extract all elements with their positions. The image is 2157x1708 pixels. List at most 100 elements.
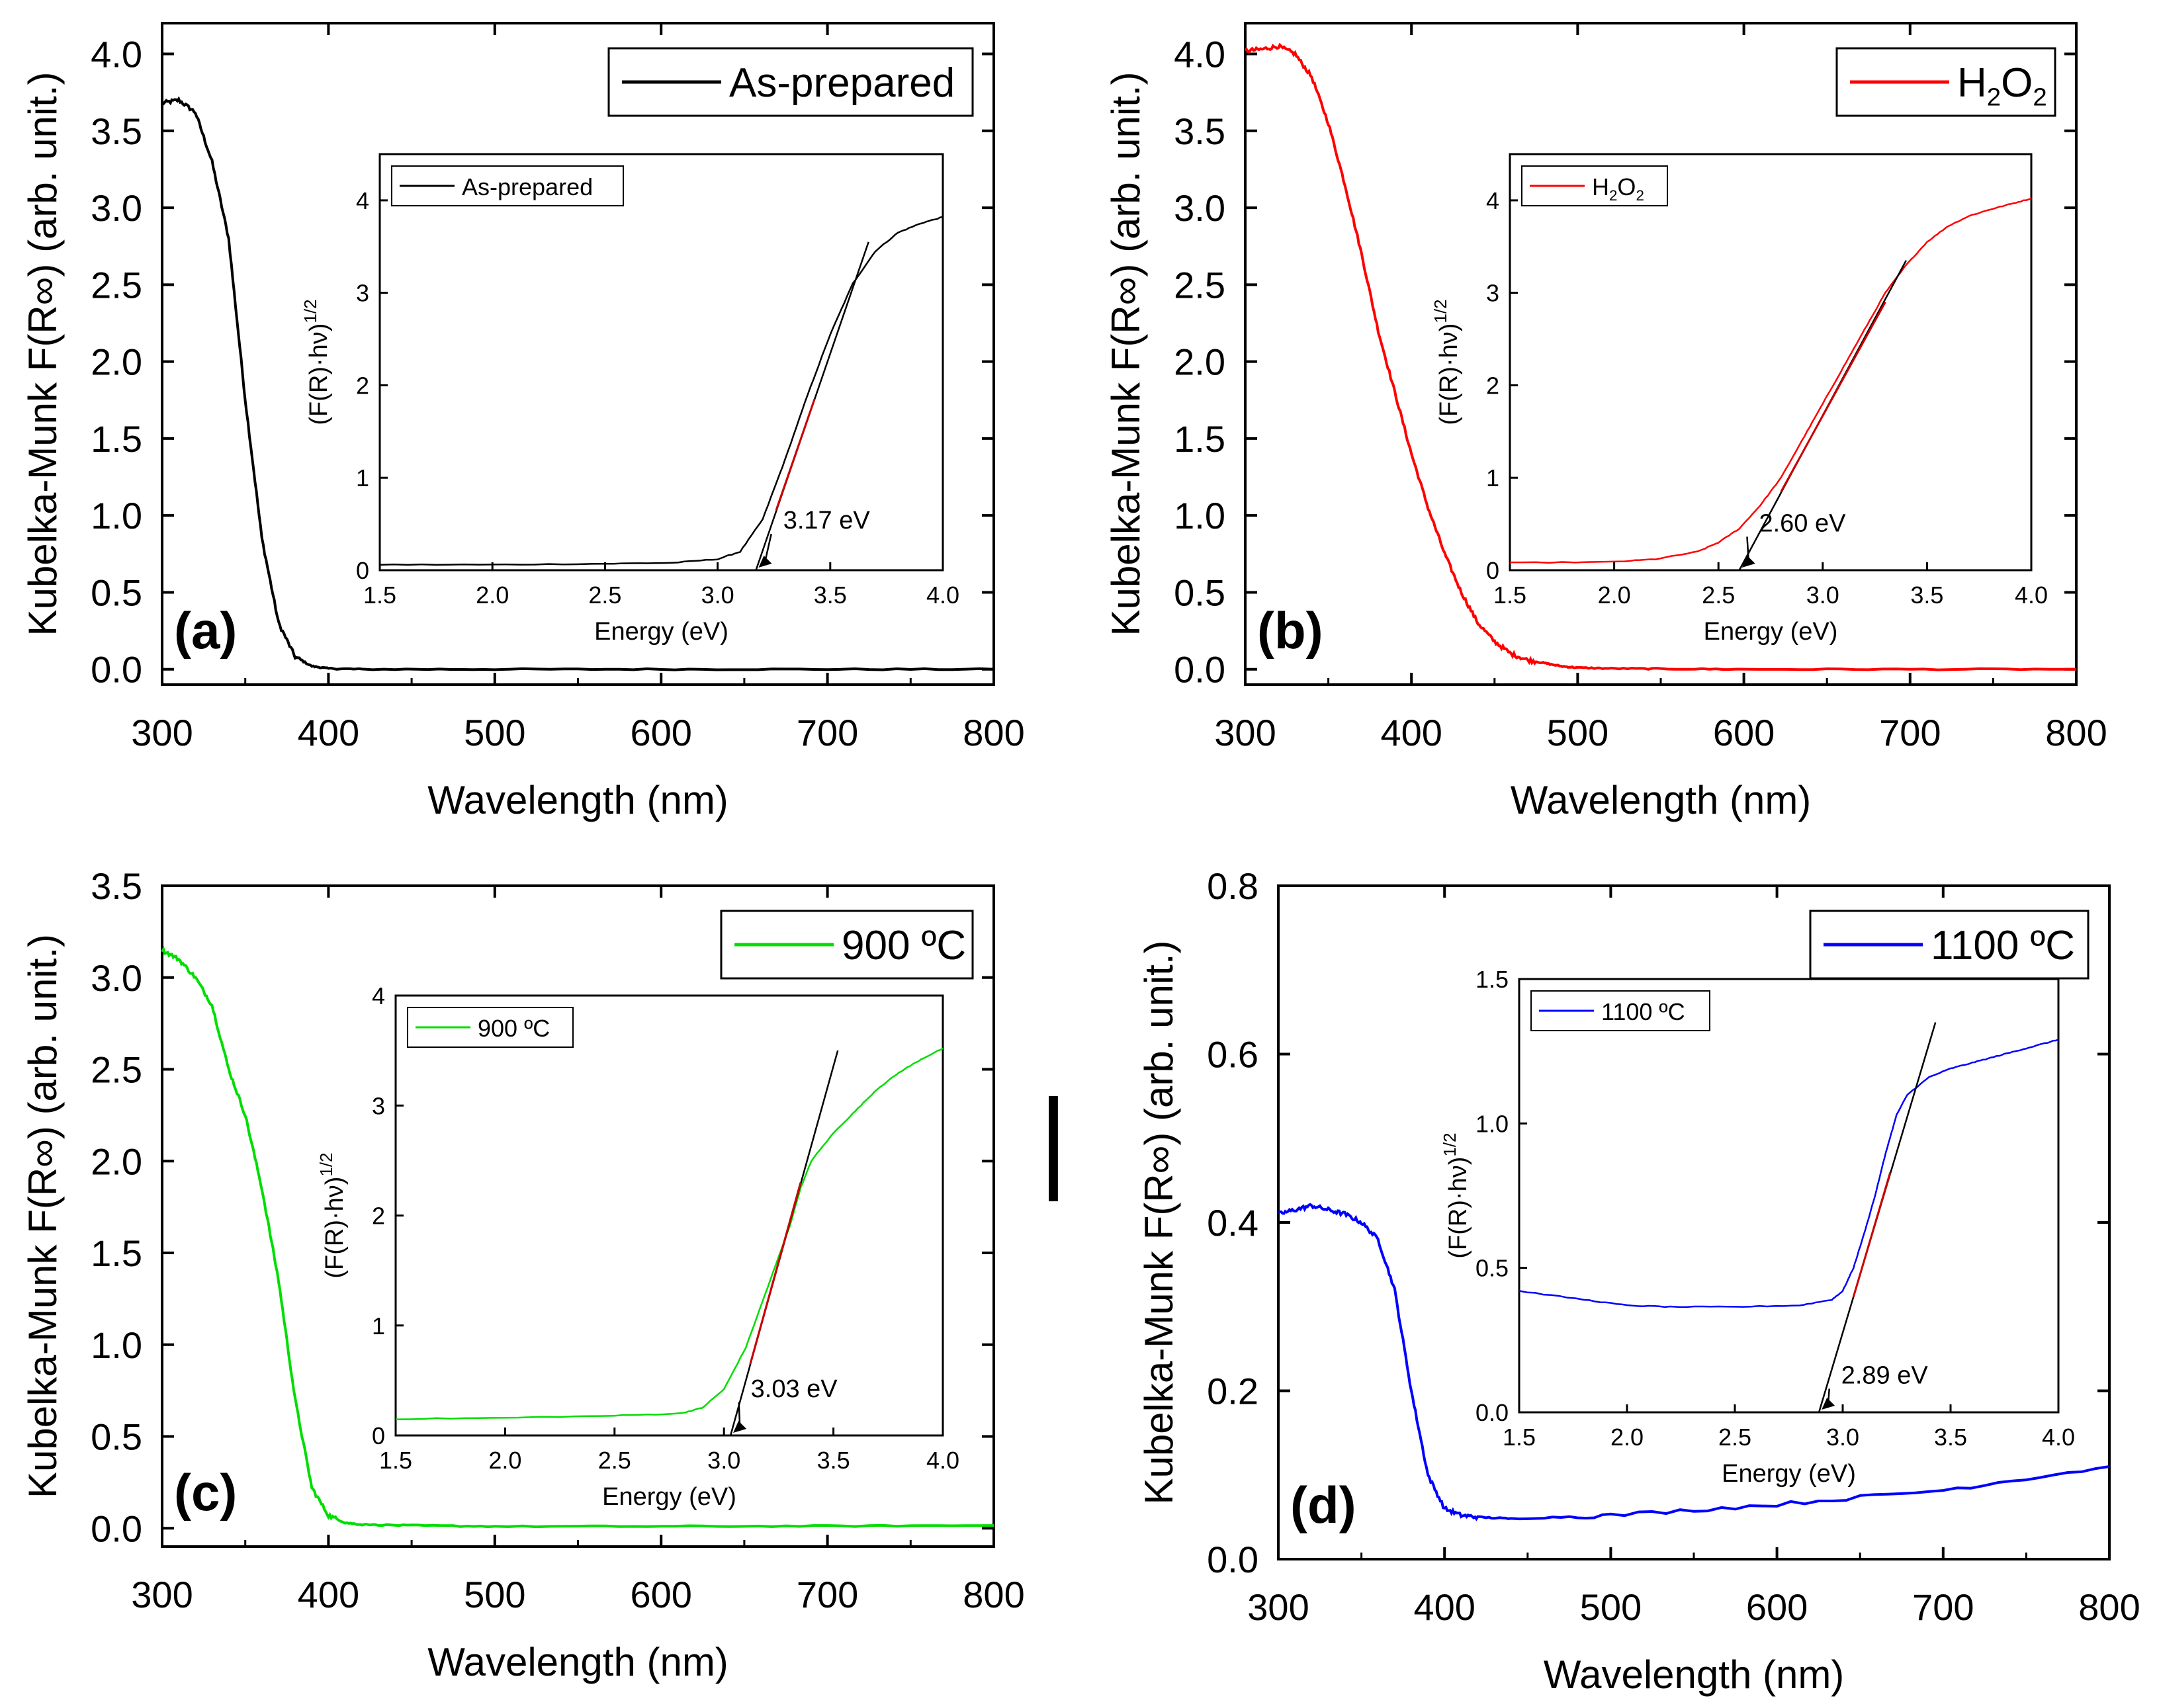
inset-plot-frame — [378, 153, 944, 572]
inset-x-tick-label: 2.0 — [488, 1447, 521, 1474]
x-tick-label: 600 — [630, 1574, 691, 1615]
inset-y-tick-label: 4 — [372, 982, 385, 1009]
inset-y-tick-label: 4 — [1486, 187, 1499, 214]
inset-x-axis-label: Energy (eV) — [1722, 1460, 1856, 1488]
band-gap-annotation: 3.17 eV — [783, 507, 871, 534]
inset-data-curve — [379, 216, 944, 566]
inset-x-tick-label: 3.5 — [814, 581, 847, 609]
inset-x-tick-label: 4.0 — [926, 1447, 959, 1474]
y-tick-label: 0.0 — [1207, 1539, 1258, 1580]
inset-x-axis-label: Energy (eV) — [594, 618, 728, 646]
inset-y-tick-label: 1 — [356, 464, 369, 491]
inset-y-tick-label: 0 — [372, 1422, 385, 1449]
inset-x-tick-label: 2.5 — [598, 1447, 631, 1474]
x-tick-label: 500 — [464, 1574, 525, 1615]
inset-x-tick-label: 1.5 — [363, 581, 396, 609]
band-gap-annotation: 2.89 eV — [1841, 1361, 1929, 1389]
x-tick-label: 400 — [1380, 712, 1442, 753]
inset-x-tick-label: 4.0 — [2042, 1424, 2075, 1451]
panel-c: 300 400 500 600 700 8000.00.51.01.52.02.53.03… — [21, 865, 1025, 1684]
panel-b: 300 400 500 600 700 800 0.0 0.5 1.0 1.5 2.0 2.5 3.0 3… — [1104, 22, 2107, 822]
inset-x-tick-label: 3.0 — [1806, 581, 1839, 609]
inset-y-tick-label: 3 — [1486, 280, 1499, 307]
panel-label: (c) — [174, 1463, 237, 1521]
inset-y-tick-label: 4 — [356, 187, 369, 214]
y-tick-label: 0.2 — [1207, 1371, 1258, 1412]
x-tick-label: 400 — [298, 712, 359, 753]
x-tick-label: 600 — [630, 712, 691, 753]
y-tick-label: 2.5 — [91, 1049, 142, 1091]
y-tick-label: 3.0 — [91, 187, 142, 229]
inset-y-tick-label: 2 — [1486, 372, 1499, 399]
annotation-arrow-head — [1822, 1398, 1835, 1410]
inset-y-axis-label: (F(R)·hν)1/2 — [316, 1152, 349, 1278]
inset-y-axis-label: (F(R)·hν)1/2 — [1431, 299, 1463, 425]
inset-x-tick-label: 4.0 — [2015, 581, 2048, 609]
inset-fit-region — [775, 398, 816, 511]
y-tick-label: 3.5 — [91, 110, 142, 152]
panel-label: (a) — [174, 601, 237, 660]
y-tick-label: 3.0 — [1174, 187, 1225, 229]
legend-label: 1100 ºC — [1931, 923, 2075, 968]
x-axis-label: Wavelength (nm) — [1544, 1652, 1845, 1697]
y-tick-label: 1.5 — [91, 1232, 142, 1274]
y-tick-label: 0.4 — [1207, 1202, 1258, 1244]
x-tick-label: 700 — [1912, 1586, 1974, 1628]
y-tick-label: 0.0 — [91, 649, 142, 691]
inset-x-tick-label: 1.5 — [379, 1447, 412, 1474]
stray-marker: | — [1039, 1076, 1068, 1202]
inset-y-tick-label: 3 — [356, 280, 369, 307]
inset-data-curve — [1509, 197, 2032, 564]
inset-x-tick-label: 2.5 — [1702, 581, 1735, 609]
inset-y-axis-label: (F(R)·hν)1/2 — [1440, 1132, 1472, 1258]
inset-data-curve — [1519, 1039, 2059, 1308]
x-tick-label: 300 — [131, 1574, 193, 1615]
panel-a: 300 400 500 600 700 800 0.0 0.5 1.0 1.5 2.0 2.5 3.0 3… — [21, 22, 1025, 822]
x-tick-label: 700 — [1879, 712, 1941, 753]
inset-y-tick-label: 1.5 — [1475, 966, 1509, 993]
data-series-line — [161, 96, 994, 671]
y-tick-label: 0.5 — [1174, 572, 1225, 613]
y-tick-label: 3.0 — [91, 957, 142, 999]
inset-y-tick-label: 1.0 — [1475, 1110, 1509, 1137]
inset-plot-frame — [1509, 153, 2033, 572]
y-tick-label: 0.0 — [1174, 649, 1225, 691]
inset-x-tick-label: 3.0 — [1826, 1424, 1859, 1451]
x-tick-label: 500 — [464, 712, 525, 753]
y-tick-label: 0.5 — [91, 1416, 142, 1458]
y-tick-label: 1.0 — [1174, 495, 1225, 536]
x-tick-label: 600 — [1713, 712, 1775, 753]
inset-x-tick-label: 1.5 — [1493, 581, 1526, 609]
y-tick-label: 0.8 — [1207, 865, 1258, 907]
y-tick-label: 0.0 — [91, 1508, 142, 1549]
y-tick-label: 1.0 — [91, 1324, 142, 1366]
legend-label: As-prepared — [729, 60, 955, 106]
inset-y-tick-label: 3 — [372, 1092, 385, 1119]
annotation-arrow-head — [758, 556, 772, 568]
inset-legend-label: H2O2 — [1592, 173, 1644, 204]
x-tick-label: 700 — [797, 1574, 858, 1615]
x-tick-label: 400 — [298, 1574, 359, 1615]
y-tick-label: 1.0 — [91, 495, 142, 536]
inset-y-axis-label: (F(R)·hν)1/2 — [300, 299, 333, 425]
y-tick-label: 3.5 — [91, 865, 142, 907]
y-tick-label: 2.0 — [91, 341, 142, 383]
inset-x-tick-label: 2.0 — [476, 581, 509, 609]
y-tick-label: 2.0 — [1174, 341, 1225, 383]
inset-fit-region — [1852, 1172, 1892, 1297]
x-tick-label: 300 — [131, 712, 193, 753]
inset-y-tick-label: 0 — [1486, 557, 1499, 584]
x-axis-label: Wavelength (nm) — [1511, 778, 1812, 822]
inset-legend-label: 900 ºC — [478, 1015, 550, 1042]
inset-y-tick-label: 0.5 — [1475, 1255, 1509, 1282]
panel-label: (d) — [1290, 1476, 1356, 1534]
y-tick-label: 2.5 — [91, 264, 142, 306]
inset-x-tick-label: 2.0 — [1610, 1424, 1644, 1451]
legend-label: H2O2 — [1957, 60, 2047, 112]
panel-label: (b) — [1257, 601, 1323, 660]
y-axis-label: Kubelka-Munk F(R∞) (arb. unit.) — [1137, 940, 1181, 1504]
y-tick-label: 1.5 — [91, 418, 142, 460]
y-tick-label: 0.6 — [1207, 1034, 1258, 1076]
inset-y-tick-label: 2 — [372, 1203, 385, 1230]
